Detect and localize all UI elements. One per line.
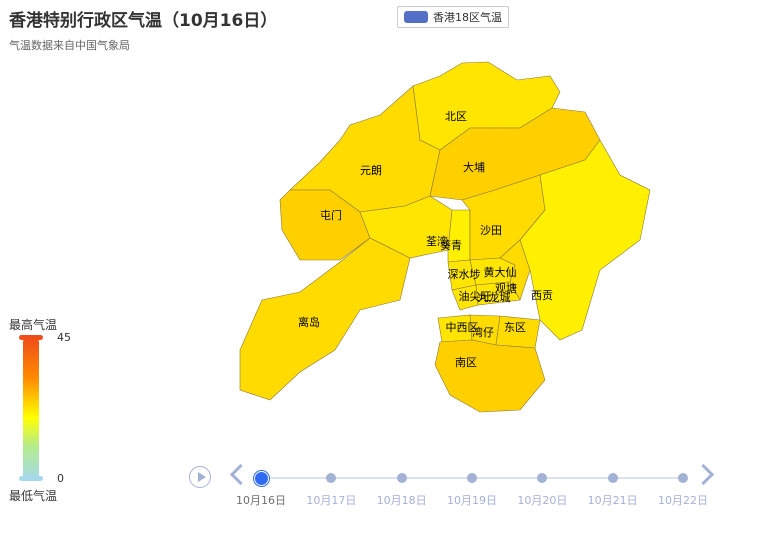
region-label-中西区: 中西区 [446,321,479,334]
chart-subtitle: 气温数据来自中国气象局 [9,39,130,52]
region-label-东区: 东区 [504,321,526,334]
timeline-dot[interactable] [537,473,548,483]
chart-title: 香港特别行政区气温（10月16日） [9,11,278,31]
region-label-西贡: 西贡 [531,289,553,302]
region-label-荃湾: 荃湾 [426,234,448,248]
region-葵青[interactable] [447,209,471,263]
visual-map-min-value: 0 [57,472,64,485]
region-label-北区: 北区 [445,110,467,123]
legend-swatch [404,11,428,23]
region-九龙城[interactable] [475,281,521,306]
visual-map-min-handle[interactable] [19,476,43,481]
timeline-dot[interactable] [607,473,618,483]
visual-map-min-label: 最低气温 [9,489,58,503]
timeline-dot[interactable] [326,473,337,483]
legend-item[interactable]: 香港18区气温 [397,6,509,28]
legend-label: 香港18区气温 [433,11,502,24]
region-label-九龙城: 九龙城 [478,291,511,304]
timeline-label[interactable]: 10月18日 [376,494,427,507]
timeline-dot[interactable] [396,473,407,483]
region-label-黄大仙: 黄大仙 [484,265,517,279]
region-西贡[interactable] [519,139,651,341]
region-南区[interactable] [434,339,546,413]
region-label-离岛: 离岛 [298,315,320,329]
region-label-油尖旺: 油尖旺 [459,289,492,303]
timeline-label[interactable]: 10月20日 [517,494,568,507]
region-label-南区: 南区 [455,356,477,369]
play-icon[interactable] [189,466,211,488]
timeline-label[interactable]: 10月19日 [447,494,497,507]
visual-map-max-handle[interactable] [19,335,43,340]
region-label-元朗: 元朗 [360,164,382,177]
visual-map-max-label: 最高气温 [9,318,58,332]
region-label-观塘: 观塘 [495,281,517,295]
region-label-湾仔: 湾仔 [472,325,494,339]
visual-map-gradient-bar[interactable] [23,338,39,480]
timeline-label[interactable]: 10月21日 [587,494,638,507]
timeline-dot[interactable] [254,471,269,486]
timeline-dot[interactable] [678,473,688,483]
timeline-label[interactable]: 10月17日 [306,494,357,507]
visual-map-max-value: 45 [57,331,71,344]
region-label-葵青: 葵青 [440,239,462,252]
timeline-label[interactable]: 10月22日 [658,494,708,507]
region-label-深水埗: 深水埗 [448,267,481,281]
timeline-dot[interactable] [467,473,477,483]
region-label-屯门: 屯门 [320,208,342,222]
region-label-沙田: 沙田 [480,224,502,237]
timeline-label[interactable]: 10月16日 [236,494,286,507]
region-离岛[interactable] [239,237,411,401]
region-label-大埔: 大埔 [463,160,485,174]
